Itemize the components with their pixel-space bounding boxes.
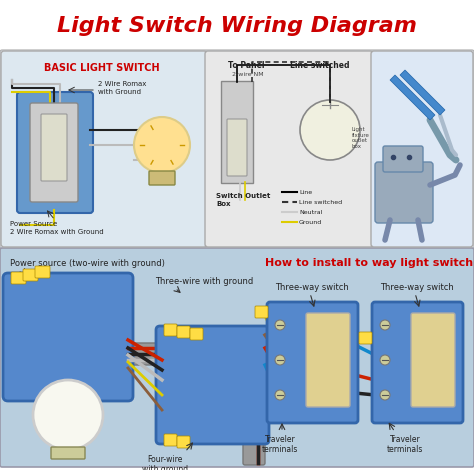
FancyBboxPatch shape bbox=[1, 51, 207, 247]
FancyBboxPatch shape bbox=[411, 313, 455, 407]
Text: Power Source
2 Wire Romax with Ground: Power Source 2 Wire Romax with Ground bbox=[10, 221, 104, 235]
FancyBboxPatch shape bbox=[164, 324, 177, 336]
FancyBboxPatch shape bbox=[205, 51, 373, 247]
Text: Line switched: Line switched bbox=[299, 199, 342, 204]
Text: Switch Outlet
Box: Switch Outlet Box bbox=[216, 194, 270, 206]
FancyBboxPatch shape bbox=[126, 343, 260, 365]
Text: Four-wire
with ground: Four-wire with ground bbox=[142, 455, 188, 470]
FancyBboxPatch shape bbox=[0, 248, 474, 467]
FancyBboxPatch shape bbox=[383, 146, 423, 172]
Text: 2 Wire Romax
with Ground: 2 Wire Romax with Ground bbox=[98, 81, 146, 94]
Circle shape bbox=[275, 355, 285, 365]
Text: Three-way switch: Three-way switch bbox=[380, 282, 454, 291]
Circle shape bbox=[275, 320, 285, 330]
Text: Ground: Ground bbox=[299, 219, 322, 225]
FancyBboxPatch shape bbox=[51, 447, 85, 459]
FancyBboxPatch shape bbox=[306, 313, 350, 407]
FancyBboxPatch shape bbox=[243, 343, 265, 465]
Text: Line: Line bbox=[299, 189, 312, 195]
Text: To Panel: To Panel bbox=[228, 61, 264, 70]
Text: Line switched: Line switched bbox=[290, 61, 349, 70]
Text: Light
fixture
outlet
box: Light fixture outlet box bbox=[352, 127, 370, 149]
FancyBboxPatch shape bbox=[41, 114, 67, 181]
FancyBboxPatch shape bbox=[17, 92, 93, 213]
Polygon shape bbox=[400, 70, 445, 115]
FancyBboxPatch shape bbox=[371, 51, 473, 247]
FancyBboxPatch shape bbox=[375, 162, 433, 223]
Circle shape bbox=[380, 355, 390, 365]
FancyBboxPatch shape bbox=[190, 328, 203, 340]
FancyBboxPatch shape bbox=[267, 302, 358, 423]
FancyBboxPatch shape bbox=[35, 266, 50, 278]
Text: Neutral: Neutral bbox=[299, 210, 322, 214]
FancyBboxPatch shape bbox=[177, 326, 190, 338]
FancyBboxPatch shape bbox=[149, 171, 175, 185]
FancyBboxPatch shape bbox=[221, 81, 253, 183]
Text: Light Switch Wiring Diagram: Light Switch Wiring Diagram bbox=[57, 16, 417, 36]
Text: Three-wire with ground: Three-wire with ground bbox=[155, 277, 253, 287]
Circle shape bbox=[33, 380, 103, 450]
FancyBboxPatch shape bbox=[227, 119, 247, 176]
Text: BASIC LIGHT SWITCH: BASIC LIGHT SWITCH bbox=[44, 63, 160, 73]
Circle shape bbox=[380, 320, 390, 330]
FancyBboxPatch shape bbox=[23, 269, 38, 281]
FancyBboxPatch shape bbox=[0, 50, 474, 249]
FancyBboxPatch shape bbox=[164, 434, 177, 446]
FancyBboxPatch shape bbox=[3, 273, 133, 401]
Text: How to install to way light switch: How to install to way light switch bbox=[265, 258, 473, 268]
Text: Three-way switch: Three-way switch bbox=[275, 282, 349, 291]
Circle shape bbox=[380, 390, 390, 400]
Text: Traveler
terminals: Traveler terminals bbox=[262, 435, 298, 454]
Polygon shape bbox=[390, 75, 435, 120]
Text: Power source (two-wire with ground): Power source (two-wire with ground) bbox=[10, 258, 165, 267]
Text: Traveler
terminals: Traveler terminals bbox=[387, 435, 423, 454]
FancyBboxPatch shape bbox=[255, 306, 268, 318]
Circle shape bbox=[134, 117, 190, 173]
FancyBboxPatch shape bbox=[372, 302, 463, 423]
FancyBboxPatch shape bbox=[156, 326, 269, 444]
Circle shape bbox=[275, 390, 285, 400]
FancyBboxPatch shape bbox=[11, 272, 26, 284]
FancyBboxPatch shape bbox=[30, 103, 78, 202]
Text: 2-wire NM: 2-wire NM bbox=[232, 72, 264, 78]
FancyBboxPatch shape bbox=[177, 436, 190, 448]
FancyBboxPatch shape bbox=[359, 332, 372, 344]
Circle shape bbox=[300, 100, 360, 160]
